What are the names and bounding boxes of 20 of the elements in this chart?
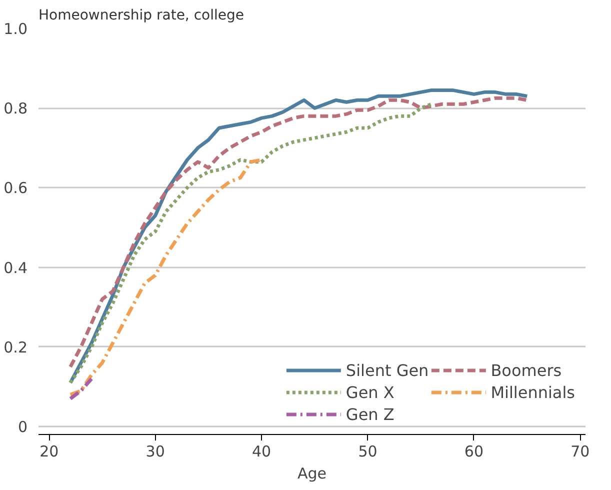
y-tick-label: 0.2 [4, 338, 28, 356]
legend-label: Gen X [346, 382, 394, 402]
x-tick-label: 60 [464, 442, 484, 460]
x-axis-title: Age [297, 464, 327, 482]
legend-label: Boomers [490, 360, 562, 380]
x-tick-label: 30 [146, 442, 165, 460]
y-tick-label: 0.6 [4, 179, 28, 198]
x-tick-label: 20 [40, 442, 59, 460]
y-tick-label: 0.4 [4, 258, 28, 277]
x-tick-label: 40 [252, 442, 272, 460]
y-axis-title: Homeownership rate, college [38, 8, 244, 24]
legend-label: Gen Z [346, 404, 394, 424]
legend-label: Millennials [490, 382, 575, 402]
legend-label: Silent Gen [346, 360, 429, 380]
y-tick-label: 0.8 [4, 100, 28, 118]
y-tick-label: 0 [18, 418, 28, 436]
x-tick-label: 70 [570, 442, 590, 460]
line-series [68, 102, 434, 385]
x-tick-label: 50 [358, 442, 378, 460]
y-tick-label: 1.0 [4, 20, 28, 38]
